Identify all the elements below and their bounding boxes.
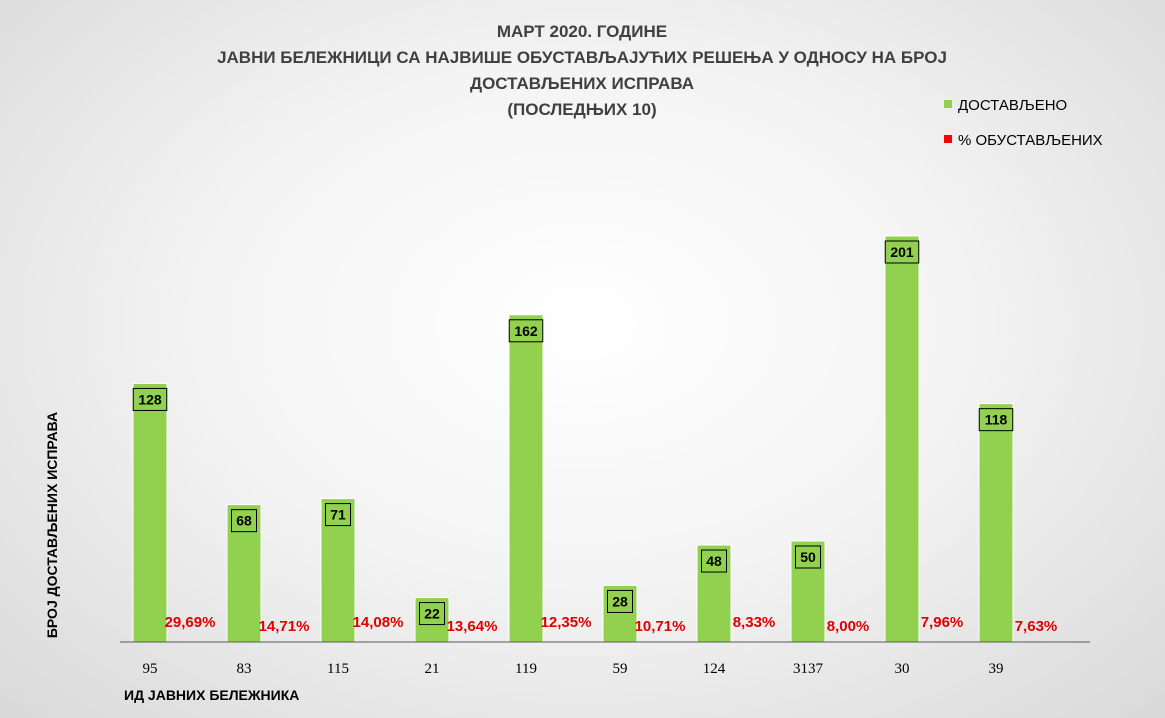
value-label-box-39 — [978, 408, 1014, 432]
value-label-box-115 — [325, 503, 351, 527]
percent-labels: 29,69% 14,71% 14,08% 13,64% 12,35% 10,71% 8,33… — [165, 614, 1058, 635]
x-tick-labels: 95 83 115 21 119 59 124 3137 30 39 — [143, 661, 1004, 677]
x-tick-59: 59 — [613, 661, 628, 677]
percent-label-83: 14,71% — [259, 618, 310, 635]
x-tick-3137: 3137 — [793, 661, 824, 677]
legend-swatch-0 — [944, 100, 952, 108]
value-label-3137: 50 — [800, 549, 816, 565]
value-label-box-119 — [508, 319, 544, 343]
value-label-box-30 — [884, 240, 920, 264]
y-axis-title: БРОЈ ДОСТАВЉЕНИХ ИСПРАВА — [44, 412, 60, 638]
percent-label-21: 13,64% — [447, 618, 498, 635]
percent-label-95: 29,69% — [165, 614, 216, 631]
value-label-59: 28 — [612, 593, 628, 609]
percent-label-39: 7,63% — [1015, 618, 1058, 635]
percent-label-3137: 8,00% — [827, 618, 870, 635]
value-label-83: 68 — [236, 513, 252, 529]
legend: ДОСТАВЉЕНО % ОБУСТАВЉЕНИХ — [944, 97, 1103, 149]
value-labels: 128 68 71 22 162 28 48 50 201 118 — [132, 240, 1014, 626]
percent-label-30: 7,96% — [921, 614, 964, 631]
value-label-119: 162 — [514, 323, 538, 339]
title-line-0: МАРТ 2020. ГОДИНЕ — [497, 22, 667, 41]
percent-label-115: 14,08% — [353, 614, 404, 631]
value-label-box-3137 — [795, 545, 821, 569]
x-tick-39: 39 — [989, 661, 1004, 677]
percent-label-119: 12,35% — [541, 614, 592, 631]
percent-label-59: 10,71% — [635, 618, 686, 635]
value-label-box-124 — [701, 549, 727, 573]
value-label-box-21 — [419, 602, 445, 626]
legend-label-1: % ОБУСТАВЉЕНИХ — [958, 132, 1103, 149]
x-tick-95: 95 — [143, 661, 158, 677]
title-line-3: (ПОСЛЕДЊИХ 10) — [507, 100, 656, 119]
value-label-30: 201 — [890, 244, 914, 260]
legend-label-0: ДОСТАВЉЕНО — [958, 97, 1067, 114]
bar-series — [132, 235, 1014, 643]
value-label-124: 48 — [706, 553, 722, 569]
x-tick-30: 30 — [895, 661, 910, 677]
title-line-2: ДОСТАВЉЕНИХ ИСПРАВА — [470, 74, 694, 93]
x-tick-124: 124 — [703, 661, 726, 677]
chart-title: МАРТ 2020. ГОДИНЕ ЈАВНИ БЕЛЕЖНИЦИ СА НАЈВ… — [217, 22, 947, 119]
x-tick-119: 119 — [515, 661, 537, 677]
legend-swatch-1 — [944, 135, 952, 143]
x-tick-21: 21 — [425, 661, 440, 677]
value-label-box-83 — [231, 509, 257, 533]
x-tick-115: 115 — [327, 661, 349, 677]
bar-39 — [978, 403, 1014, 643]
title-line-1: ЈАВНИ БЕЛЕЖНИЦИ СА НАЈВИШЕ ОБУСТАВЉАЈУЋИ… — [217, 48, 947, 67]
percent-label-124: 8,33% — [733, 614, 776, 631]
bar-95 — [132, 382, 168, 643]
x-tick-83: 83 — [237, 661, 252, 677]
value-label-95: 128 — [138, 391, 162, 407]
value-label-115: 71 — [330, 507, 346, 523]
value-label-21: 22 — [424, 606, 440, 622]
value-label-box-95 — [132, 387, 168, 411]
value-label-box-59 — [607, 589, 633, 613]
value-label-39: 118 — [985, 412, 1008, 428]
x-axis-title: ИД ЈАВНИХ БЕЛЕЖНИКА — [124, 687, 299, 703]
bar-30 — [884, 235, 920, 643]
bar-119 — [508, 314, 544, 643]
